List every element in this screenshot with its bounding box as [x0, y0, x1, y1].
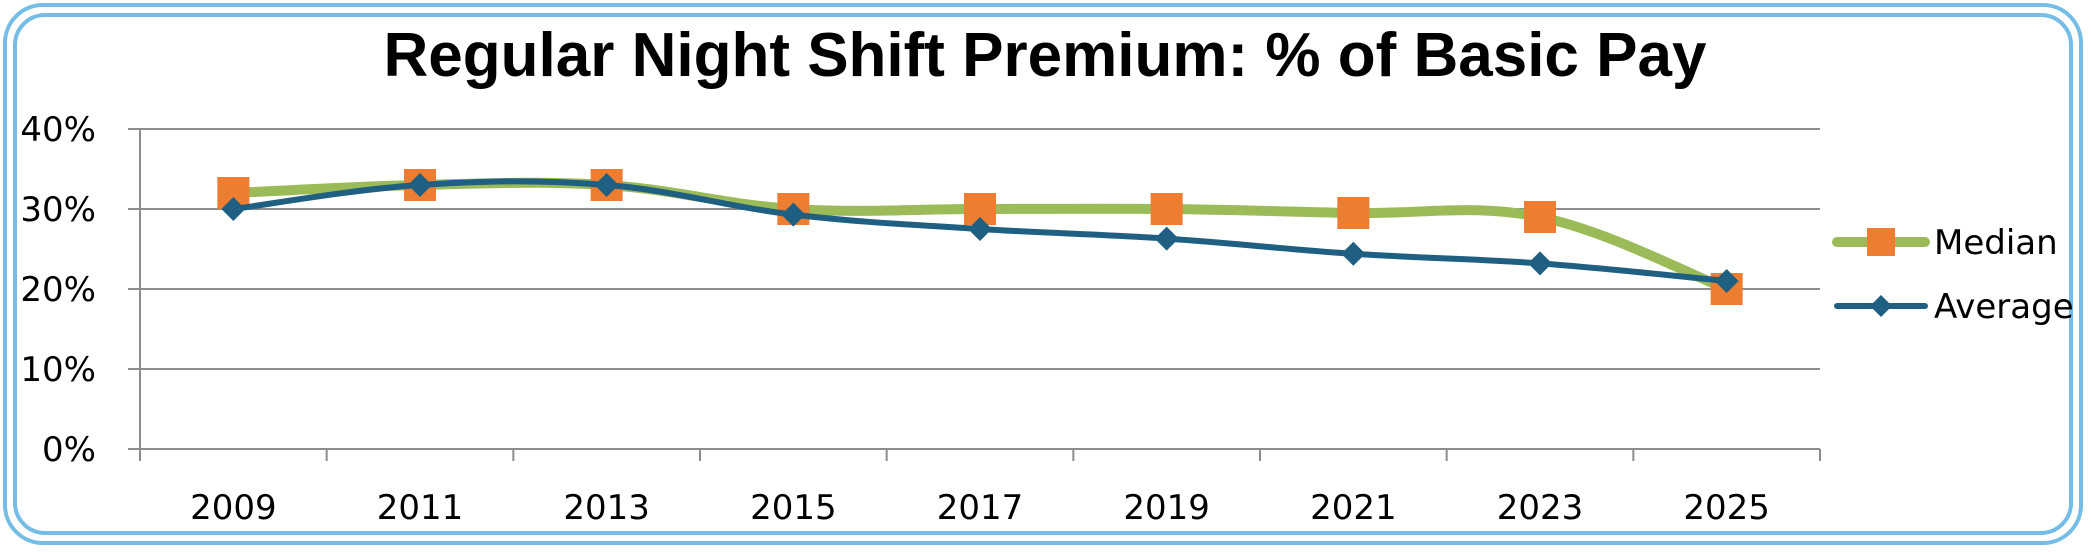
legend: Median Average — [1832, 223, 2074, 327]
x-tick-label: 2015 — [750, 488, 837, 528]
data-point-average — [1154, 226, 1179, 251]
x-tick-label: 2019 — [1123, 488, 1210, 528]
data-point-average — [1714, 269, 1739, 293]
legend-marker — [1870, 295, 1892, 317]
data-point-median — [1337, 197, 1370, 229]
x-tick-label: 2023 — [1497, 488, 1584, 528]
x-tick-label: 2021 — [1310, 488, 1397, 528]
data-point-median — [1150, 193, 1183, 225]
x-axis-tick-labels: 2009 2011 2013 2015 2017 2019 2021 2023 2025 — [190, 488, 1770, 528]
legend-label: Average — [1934, 287, 2074, 327]
axes — [128, 128, 1821, 461]
y-tick-label: 0% — [42, 430, 96, 470]
data-point-average — [781, 202, 806, 227]
legend-marker — [1867, 228, 1895, 256]
data-point-average — [408, 173, 432, 197]
chart-frame-outer — [3, 3, 2083, 545]
y-tick-label: 40% — [20, 110, 96, 150]
legend-item-median: Median — [1832, 223, 2058, 263]
chart-frame-inner — [13, 13, 2073, 535]
y-tick-label: 20% — [20, 270, 96, 310]
y-axis-tick-labels: 0% 10% 20% 30% 40% — [20, 110, 96, 470]
series-group — [217, 169, 1743, 305]
data-point-average — [1341, 241, 1366, 266]
data-point-average — [594, 173, 619, 197]
legend-item-average: Average — [1834, 287, 2074, 327]
data-point-average — [1528, 251, 1552, 276]
data-point-average — [221, 197, 246, 221]
x-tick-label: 2013 — [563, 488, 650, 528]
data-point-average — [968, 217, 992, 241]
y-tick-label: 10% — [20, 350, 96, 390]
gridlines — [140, 128, 1820, 370]
y-tick-label: 30% — [20, 190, 96, 230]
x-tick-label: 2025 — [1683, 488, 1770, 528]
legend-label: Median — [1934, 223, 2058, 263]
x-tick-label: 2009 — [190, 488, 277, 528]
series-average — [221, 173, 1739, 293]
chart-title: Regular Night Shift Premium: % of Basic … — [384, 21, 1707, 90]
x-tick-label: 2017 — [937, 488, 1024, 528]
data-point-median — [1524, 201, 1556, 233]
x-tick-label: 2011 — [377, 488, 464, 528]
